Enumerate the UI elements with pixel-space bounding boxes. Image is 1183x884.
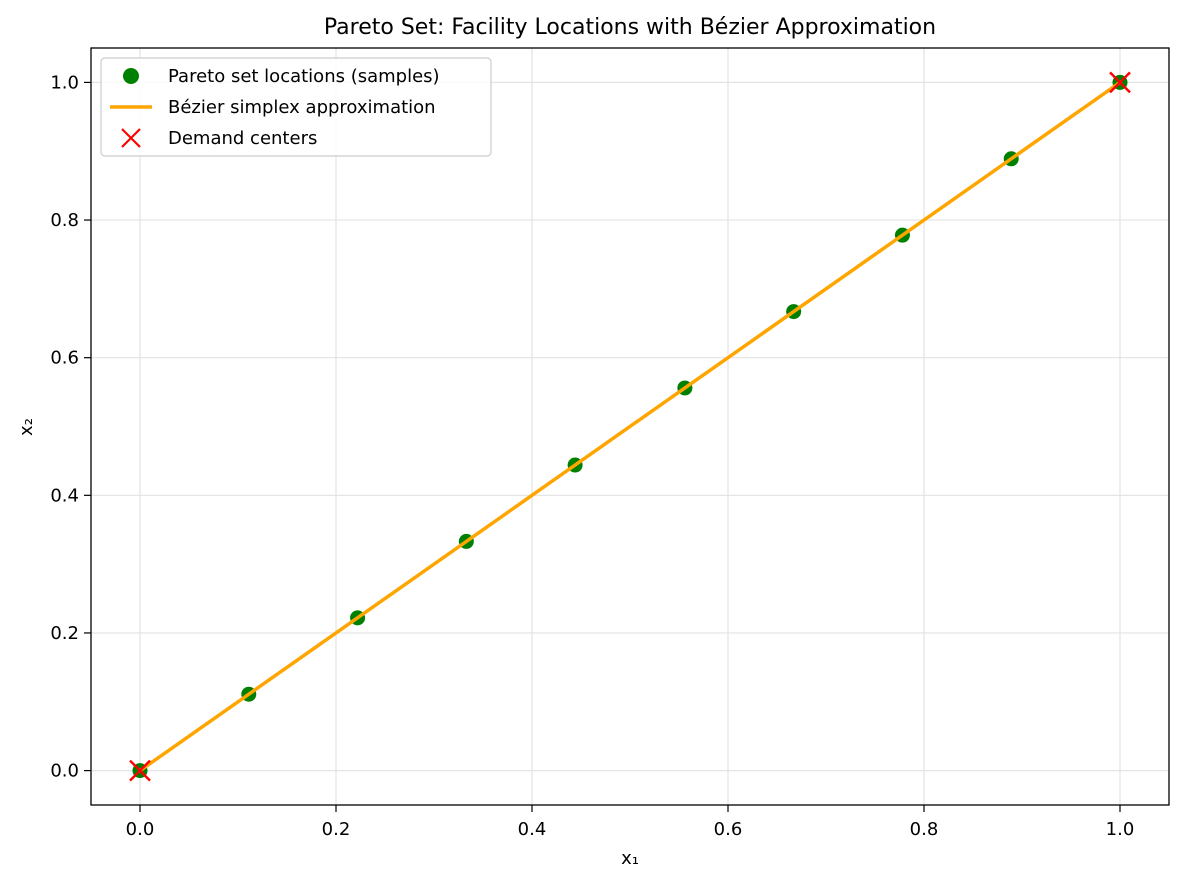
x-tick-label: 0.8 <box>910 819 939 840</box>
x-tick-label: 0.4 <box>518 819 547 840</box>
y-tick-label: 0.4 <box>50 485 79 506</box>
y-tick-label: 1.0 <box>50 72 79 93</box>
y-tick-label: 0.2 <box>50 623 79 644</box>
chart-title: Pareto Set: Facility Locations with Bézi… <box>324 15 936 40</box>
demand-center-marker <box>129 759 151 782</box>
legend-marker-pareto-samples <box>123 68 139 84</box>
plot-data <box>129 71 1131 782</box>
x-tick-label: 1.0 <box>1106 819 1135 840</box>
x-tick-label: 0.2 <box>322 819 351 840</box>
legend-label-pareto-samples: Pareto set locations (samples) <box>168 66 440 87</box>
legend-box <box>100 57 492 157</box>
x-tick-label: 0.0 <box>126 819 155 840</box>
y-axis-label: x₂ <box>16 418 37 436</box>
legend-marker-demand-centers <box>121 128 141 148</box>
x-tick-label: 0.6 <box>714 819 743 840</box>
plot-frame <box>90 47 1170 806</box>
y-tick-label: 0.0 <box>50 761 79 782</box>
demand-center-marker <box>1109 71 1131 94</box>
y-tick-label: 0.8 <box>50 210 79 231</box>
legend-label-demand-centers: Demand centers <box>168 128 317 149</box>
legend-label-bezier-line: Bézier simplex approximation <box>168 97 436 118</box>
y-tick-label: 0.6 <box>50 348 79 369</box>
axis-ticks: 0.0 0.2 0.4 0.6 0.8 1.0 0.0 0.2 0.4 0.6 0.8 1.0 <box>50 72 1134 840</box>
bezier-approximation-line <box>137 79 1123 774</box>
legend: Pareto set locations (samples) Bézier si… <box>100 57 492 157</box>
x-axis-label: x₁ <box>621 848 639 869</box>
